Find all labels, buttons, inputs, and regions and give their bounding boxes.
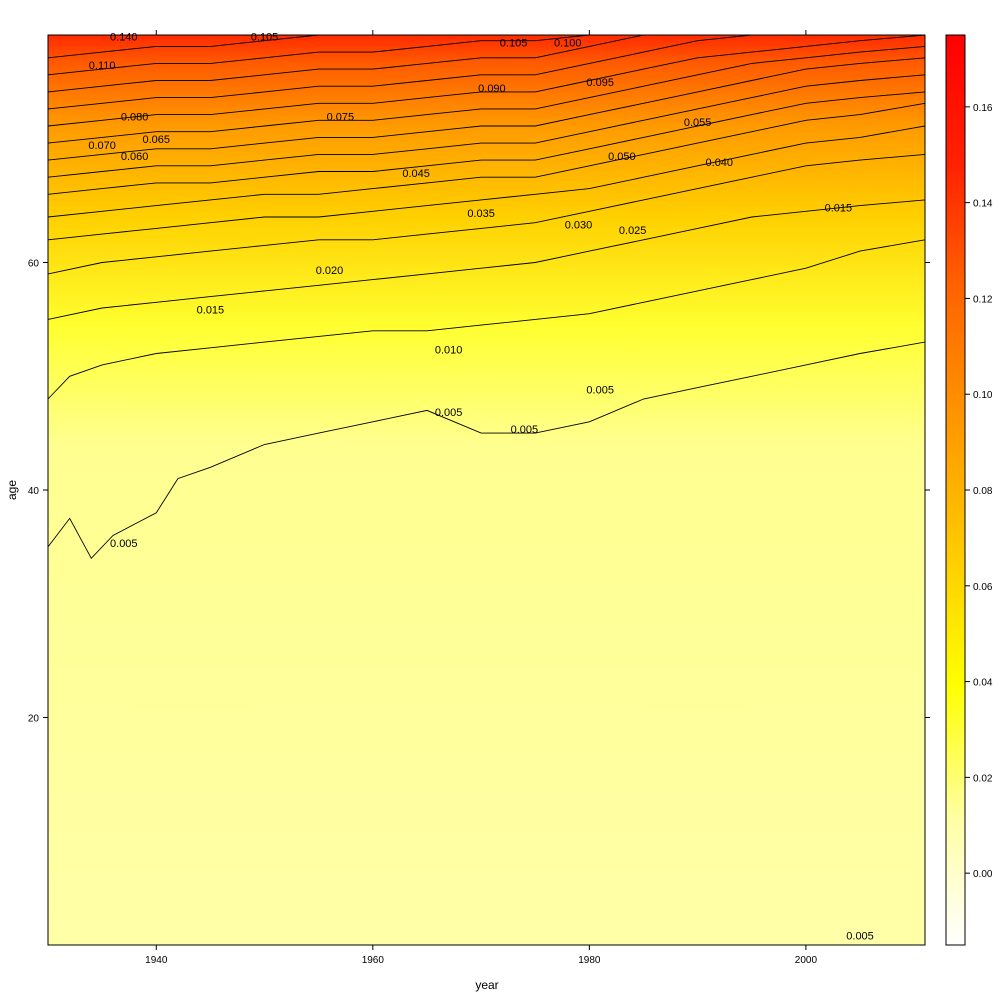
contour-label: 0.140 — [110, 32, 138, 44]
contour-line-0.04 — [48, 74, 925, 178]
contour-line-0.035 — [48, 91, 925, 195]
contour-line-0.015 — [48, 199, 925, 320]
y-tick-label: 20 — [28, 714, 40, 725]
contour-label: 0.010 — [435, 345, 463, 357]
colorbar-tick-label: 0.14 — [973, 199, 993, 210]
colorbar-tick-label: 0.06 — [973, 582, 993, 593]
contour-line-0.045 — [48, 57, 925, 161]
contour-label: 0.060 — [121, 151, 149, 163]
colorbar-axis: 0.00 0.02 0.04 0.06 0.08 0.10 0.12 0.14 0.16 — [965, 103, 993, 880]
colorbar-tick-label: 0.02 — [973, 773, 993, 784]
y-tick-label: 60 — [28, 259, 40, 270]
colorbar-tick-label: 0.10 — [973, 390, 993, 401]
contour-line-0.055 — [48, 35, 925, 127]
contour-line-0.07 — [48, 35, 644, 93]
contour-line-0.005 — [48, 341, 925, 560]
contour-line-0.01 — [48, 239, 925, 400]
contour-label: 0.015 — [825, 202, 853, 214]
contour-labels: 0.140 0.105 0.105 0.100 0.110 0.090 0.095 0.080… — [88, 32, 873, 943]
colorbar-tick-label: 0.12 — [973, 294, 993, 305]
contour-label: 0.005 — [586, 384, 614, 396]
contour-line-0.02 — [48, 153, 925, 275]
contour-label: 0.065 — [143, 134, 171, 146]
x-tick-label: 1960 — [362, 955, 385, 966]
contour-label: 0.055 — [684, 117, 712, 129]
contour-label: 0.035 — [467, 208, 495, 220]
contour-line-0.08 — [48, 35, 590, 76]
plot-field — [48, 35, 925, 945]
contour-label: 0.110 — [89, 60, 116, 72]
contour-label: 0.090 — [478, 83, 506, 95]
colorbar-tick-label: 0.00 — [973, 869, 993, 880]
contour-label: 0.025 — [619, 225, 647, 237]
x-tick-label: 1940 — [145, 955, 168, 966]
contour-line-0.025 — [48, 125, 925, 241]
contour-label: 0.095 — [586, 77, 614, 89]
contour-line-0.05 — [48, 45, 925, 144]
x-tick-label: 2000 — [795, 955, 818, 966]
contour-label: 0.030 — [565, 219, 593, 231]
contour-label: 0.105 — [251, 32, 279, 44]
colorbar-tick-label: 0.16 — [973, 103, 993, 114]
contour-line-0.03 — [48, 102, 925, 218]
contour-label: 0.075 — [327, 111, 355, 123]
y-tick-label: 40 — [28, 486, 40, 497]
contour-label: 0.005 — [110, 538, 138, 550]
contour-label: 0.005 — [846, 930, 874, 942]
contour-label: 0.015 — [197, 305, 225, 317]
x-axis-title: year — [475, 978, 498, 992]
y-axis-title: age — [5, 480, 19, 500]
colorbar — [946, 35, 965, 945]
contour-label: 0.100 — [554, 37, 582, 49]
contour-label: 0.070 — [88, 140, 116, 152]
contour-label: 0.005 — [435, 407, 463, 419]
contour-label: 0.080 — [121, 111, 149, 123]
contour-lines — [48, 35, 925, 560]
colorbar-tick-label: 0.08 — [973, 486, 993, 497]
contour-label: 0.020 — [316, 265, 344, 277]
contour-label: 0.105 — [500, 37, 528, 49]
colorbar-tick-label: 0.04 — [973, 678, 993, 689]
x-tick-label: 1980 — [578, 955, 601, 966]
contour-line-0.09 — [48, 35, 373, 59]
y-axis: 20 40 60 — [28, 259, 930, 725]
contour-label: 0.050 — [608, 151, 636, 163]
x-axis: 1940 1960 1980 2000 — [145, 30, 817, 966]
contour-label: 0.040 — [706, 157, 734, 169]
contour-label: 0.005 — [511, 424, 539, 436]
contour-line-0.06 — [48, 35, 752, 110]
contour-label: 0.045 — [402, 168, 430, 180]
